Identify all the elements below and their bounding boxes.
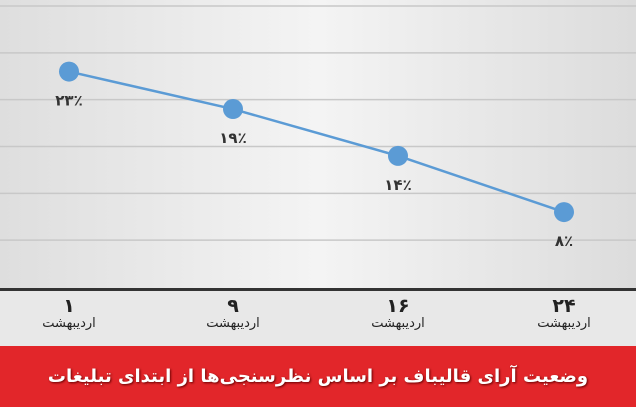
data-point [223, 99, 243, 120]
series-line [68, 70, 565, 214]
data-label: ۱۹٪ [219, 129, 246, 147]
data-label: ۸٪ [555, 232, 573, 250]
tick-month: اردیبهشت [537, 316, 591, 331]
title-bar: وضعیت آرای قالیباف بر اساس نظرسنجی‌ها از… [0, 346, 636, 407]
data-point [388, 145, 408, 166]
tick-day: ۱۶ [386, 295, 410, 317]
x-tick-label: ۱۶ اردیبهشت [338, 296, 458, 332]
data-point [59, 61, 79, 82]
tick-month: اردیبهشت [206, 316, 260, 331]
data-point [554, 202, 574, 223]
tick-day: ۹ [227, 295, 239, 317]
chart-title: وضعیت آرای قالیباف بر اساس نظرسنجی‌ها از… [47, 366, 589, 387]
x-tick-label: ۲۴ اردیبهشت [504, 296, 624, 332]
tick-day: ۱ [63, 295, 75, 317]
x-tick-label: ۱ اردیبهشت [9, 296, 129, 332]
x-axis [0, 288, 636, 346]
data-label: ۲۳٪ [55, 92, 82, 110]
tick-month: اردیبهشت [42, 316, 96, 331]
line-chart: ۲۳٪ ۱۹٪ ۱۴٪ ۸٪ [0, 5, 636, 250]
tick-day: ۲۴ [552, 295, 576, 317]
data-label: ۱۴٪ [384, 176, 411, 194]
x-tick-label: ۹ اردیبهشت [173, 296, 293, 332]
tick-month: اردیبهشت [371, 316, 425, 331]
